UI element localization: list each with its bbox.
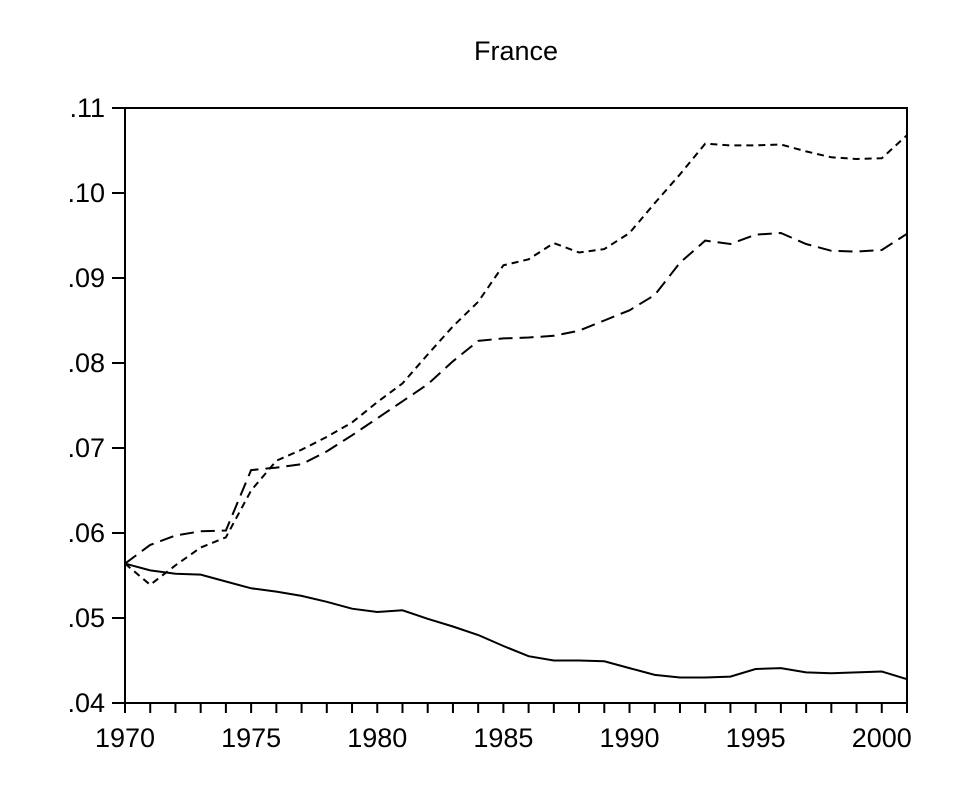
x-axis-tick-label: 1980	[347, 723, 407, 753]
y-axis-tick-label: .05	[67, 603, 105, 633]
x-axis-tick-label: 1990	[599, 723, 659, 753]
chart-title: France	[473, 36, 559, 66]
short-dash-line	[124, 134, 908, 587]
y-axis-tick-label: .06	[67, 518, 105, 548]
y-axis-tick-label: .09	[67, 263, 105, 293]
y-axis-tick-label: .08	[67, 348, 105, 378]
x-axis-tick-label: 1995	[726, 723, 786, 753]
y-axis-tick-label: .04	[67, 688, 105, 718]
plot-frame	[124, 107, 908, 704]
x-axis-tick-label: 1975	[221, 723, 281, 753]
x-axis-tick-label: 1970	[95, 723, 155, 753]
solid-line	[124, 562, 908, 681]
y-axis-tick-label: .10	[67, 178, 105, 208]
y-axis-tick-label: .11	[69, 93, 105, 123]
long-dash-line	[124, 231, 908, 565]
x-axis-tick-label: 2000	[852, 723, 912, 753]
x-axis-tick-label: 1985	[473, 723, 533, 753]
y-axis-tick-label: .07	[67, 433, 105, 463]
